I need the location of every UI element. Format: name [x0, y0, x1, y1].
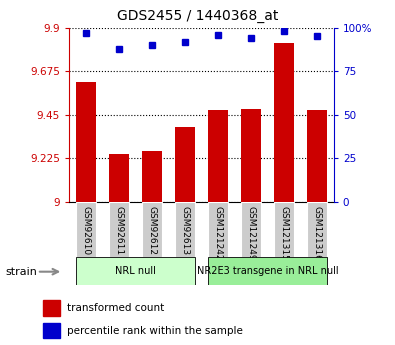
- Bar: [142, 202, 162, 257]
- Text: GSM92612: GSM92612: [147, 206, 156, 255]
- Text: strain: strain: [5, 267, 37, 277]
- Bar: [241, 109, 261, 202]
- Text: percentile rank within the sample: percentile rank within the sample: [67, 326, 243, 336]
- Text: GSM92611: GSM92611: [114, 206, 123, 255]
- Bar: [43, 300, 60, 316]
- Text: GSM121316: GSM121316: [313, 206, 322, 261]
- Text: NR2E3 transgene in NRL null: NR2E3 transgene in NRL null: [197, 266, 339, 276]
- Bar: [274, 43, 294, 202]
- Bar: [109, 202, 129, 257]
- Bar: [109, 155, 129, 202]
- Bar: [76, 257, 195, 285]
- Bar: [175, 127, 195, 202]
- Text: GSM92613: GSM92613: [181, 206, 190, 255]
- Text: transformed count: transformed count: [67, 303, 164, 313]
- Bar: [307, 110, 327, 202]
- Text: GSM121315: GSM121315: [280, 206, 289, 261]
- Bar: [307, 202, 327, 257]
- Text: GDS2455 / 1440368_at: GDS2455 / 1440368_at: [117, 9, 278, 23]
- Bar: [142, 151, 162, 202]
- Bar: [76, 82, 96, 202]
- Bar: [208, 202, 228, 257]
- Bar: [241, 202, 261, 257]
- Bar: [208, 257, 327, 285]
- Text: GSM121242: GSM121242: [213, 206, 222, 261]
- Bar: [43, 323, 60, 338]
- Bar: [76, 202, 96, 257]
- Bar: [274, 202, 294, 257]
- Text: GSM121249: GSM121249: [246, 206, 256, 261]
- Text: NRL null: NRL null: [115, 266, 156, 276]
- Bar: [208, 110, 228, 202]
- Bar: [175, 202, 195, 257]
- Text: GSM92610: GSM92610: [81, 206, 90, 255]
